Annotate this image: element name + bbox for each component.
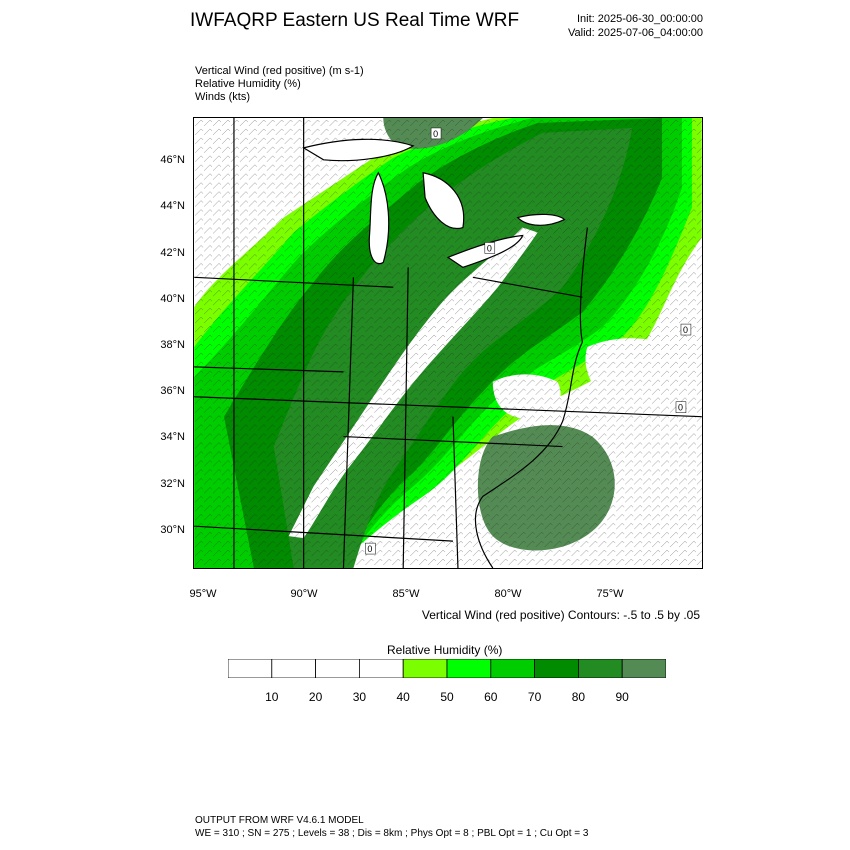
footer-config: WE = 310 ; SN = 275 ; Levels = 38 ; Dis … [195,828,589,839]
colorbar-swatch [621,659,666,678]
svg-text:0: 0 [487,243,492,253]
valid-time: Valid: 2025-07-06_04:00:00 [568,27,703,39]
colorbar-swatch [577,659,623,678]
lake-michigan [368,171,390,265]
colorbar-swatch [358,659,404,678]
contour-label-marker: 0 [365,542,376,555]
colorbar-label: 50 [440,690,454,704]
lat-label: 34°N [160,431,185,443]
lon-label: 90°W [290,588,318,600]
svg-text:0: 0 [678,403,683,413]
lon-label: 85°W [392,588,420,600]
field-label-relative-humidity: Relative Humidity (%) [195,78,301,90]
lon-label: 75°W [596,588,624,600]
lat-label: 40°N [160,293,185,305]
colorbar-label: 90 [615,690,629,704]
contour-label-marker: 0 [484,242,496,254]
colorbar-swatch [228,659,273,678]
lat-label: 32°N [160,478,185,490]
contour-label-marker: 0 [430,127,442,140]
svg-text:0: 0 [367,544,372,554]
lat-label: 30°N [160,524,185,536]
colorbar-label: 60 [484,690,498,704]
field-label-vertical-wind: Vertical Wind (red positive) (m s-1) [195,65,364,77]
contour-label-marker: 0 [675,401,687,413]
lat-label: 46°N [160,154,185,166]
colorbar-title: Relative Humidity (%) [387,643,503,657]
svg-text:0: 0 [683,325,688,335]
colorbar-label: 10 [265,690,279,704]
colorbar-label: 30 [352,690,367,704]
colorbar-label: 40 [396,690,410,704]
colorbar-swatch [534,659,579,678]
colorbar-swatch [490,659,535,678]
colorbar-swatch [271,659,316,678]
colorbar-swatch [315,659,360,678]
field-label-winds: Winds (kts) [195,91,250,103]
colorbar-swatch [402,659,448,678]
contour-label-marker: 0 [680,323,692,336]
boundaries [194,118,702,568]
colorbar-label: 20 [308,690,323,704]
lat-label: 42°N [160,247,185,259]
lat-label: 38°N [160,339,185,351]
lat-label: 44°N [160,200,185,212]
colorbar [228,659,666,678]
contour-labels: 0 0 0 0 0 [365,127,692,555]
svg-text:0: 0 [433,129,438,139]
colorbar-label: 80 [571,690,586,704]
init-time: Init: 2025-06-30_00:00:00 [577,13,703,25]
lake-huron [422,172,465,230]
lat-label: 36°N [160,385,185,397]
lon-label: 80°W [494,588,522,600]
weather-map: 0 0 0 0 0 [193,117,703,569]
contour-info: Vertical Wind (red positive) Contours: -… [421,608,700,622]
page-title: IWFAQRP Eastern US Real Time WRF [190,10,520,31]
colorbar-swatch [446,659,492,678]
lake-ontario [516,213,566,226]
lon-label: 95°W [189,588,217,600]
footer-model: OUTPUT FROM WRF V4.6.1 MODEL [195,815,364,826]
lake-superior [302,138,415,162]
colorbar-label: 70 [527,690,542,704]
